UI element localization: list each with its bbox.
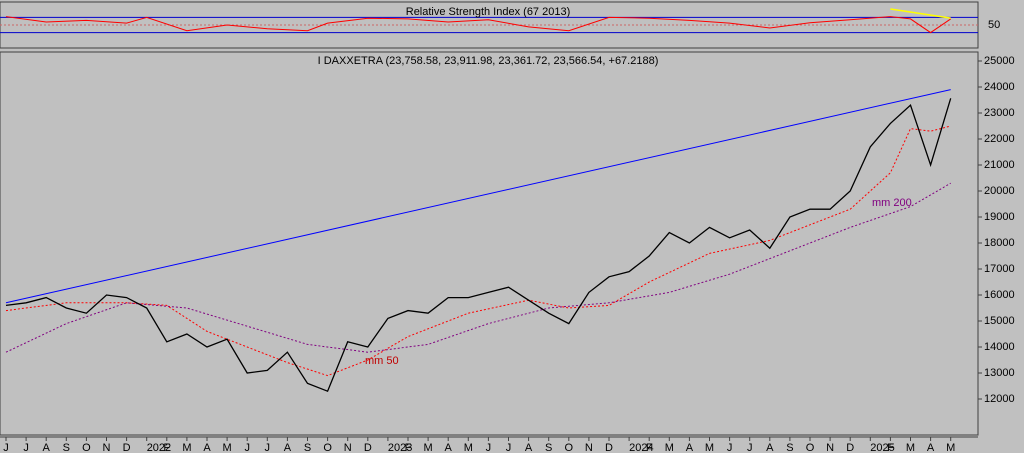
rsi-y-tick-label: 50	[988, 19, 1000, 31]
x-tick-label: 2023	[388, 442, 412, 453]
x-tick-label: O	[806, 442, 815, 453]
price-y-tick-label: 15000	[984, 315, 1015, 327]
x-tick-label: 2025	[870, 442, 894, 453]
x-tick-label: J	[265, 442, 271, 453]
x-tick-label: F	[887, 442, 894, 453]
price-y-axis: 12000 13000 14000 15000 16000 17000 18000 19000…	[978, 55, 1015, 405]
x-tick-label: J	[486, 442, 492, 453]
x-tick-label: S	[786, 442, 793, 453]
x-tick-label: M	[464, 442, 473, 453]
x-tick-label: D	[364, 442, 372, 453]
price-y-tick-label: 24000	[984, 81, 1015, 93]
x-tick-label: 2022	[147, 442, 171, 453]
rsi-panel: Relative Strength Index (67 2013) 50	[0, 1, 1000, 49]
x-tick-label: S	[545, 442, 552, 453]
price-y-tick-label: 22000	[984, 133, 1015, 145]
price-y-tick-label: 23000	[984, 107, 1015, 119]
x-tick-label: M	[424, 442, 433, 453]
price-y-tick-label: 13000	[984, 367, 1015, 379]
x-tick-label: J	[747, 442, 753, 453]
price-y-tick-label: 12000	[984, 393, 1015, 405]
price-y-tick-label: 20000	[984, 185, 1015, 197]
x-tick-label: A	[766, 442, 774, 453]
x-tick-label: N	[103, 442, 111, 453]
x-tick-label: S	[63, 442, 70, 453]
price-y-tick-label: 19000	[984, 211, 1015, 223]
x-tick-label: M	[705, 442, 714, 453]
x-tick-label: A	[284, 442, 292, 453]
x-tick-label: A	[445, 442, 453, 453]
price-panel-frame	[0, 51, 979, 436]
x-tick-label: J	[23, 442, 29, 453]
x-tick-label: M	[906, 442, 915, 453]
x-tick-label: A	[686, 442, 694, 453]
x-tick-label: F	[405, 442, 412, 453]
x-tick-label: O	[82, 442, 91, 453]
x-tick-label: O	[565, 442, 574, 453]
x-tick-label: 2024	[629, 442, 653, 453]
x-tick-label: D	[605, 442, 613, 453]
x-tick-label: M	[665, 442, 674, 453]
price-y-tick-label: 25000	[984, 55, 1015, 67]
price-y-tick-label: 18000	[984, 237, 1015, 249]
price-trendline	[5, 89, 951, 304]
x-tick-label: N	[826, 442, 834, 453]
x-tick-label: J	[506, 442, 512, 453]
x-tick-label: J	[727, 442, 733, 453]
price-y-tick-label: 14000	[984, 341, 1015, 353]
price-panel: I DAXXETRA (23,758.58, 23,911.98, 23,361…	[0, 51, 1015, 436]
x-tick-label: D	[123, 442, 131, 453]
x-tick-label: A	[203, 442, 211, 453]
rsi-title: Relative Strength Index (67 2013)	[406, 6, 571, 18]
x-tick-label: M	[946, 442, 955, 453]
price-y-tick-label: 16000	[984, 289, 1015, 301]
x-tick-label: M	[223, 442, 232, 453]
x-tick-label: O	[323, 442, 332, 453]
mm-50-annotation: mm 50	[365, 355, 399, 367]
x-tick-label: A	[927, 442, 935, 453]
x-tick-label: N	[585, 442, 593, 453]
x-tick-label: J	[3, 442, 9, 453]
x-tick-label: J	[244, 442, 250, 453]
x-tick-label: M	[182, 442, 191, 453]
price-y-tick-label: 21000	[984, 159, 1015, 171]
price-title: I DAXXETRA (23,758.58, 23,911.98, 23,361…	[318, 55, 659, 67]
x-tick-label: D	[846, 442, 854, 453]
x-tick-label: A	[525, 442, 533, 453]
x-tick-label: F	[163, 442, 170, 453]
price-y-tick-label: 17000	[984, 263, 1015, 275]
x-tick-label: S	[304, 442, 311, 453]
rsi-series-line	[5, 16, 951, 34]
price-series-line	[5, 98, 952, 393]
rsi-trendline	[890, 8, 951, 19]
x-tick-label: F	[646, 442, 653, 453]
x-tick-label: A	[43, 442, 51, 453]
x-tick-label: N	[344, 442, 352, 453]
mm-200-annotation: mm 200	[872, 197, 912, 209]
